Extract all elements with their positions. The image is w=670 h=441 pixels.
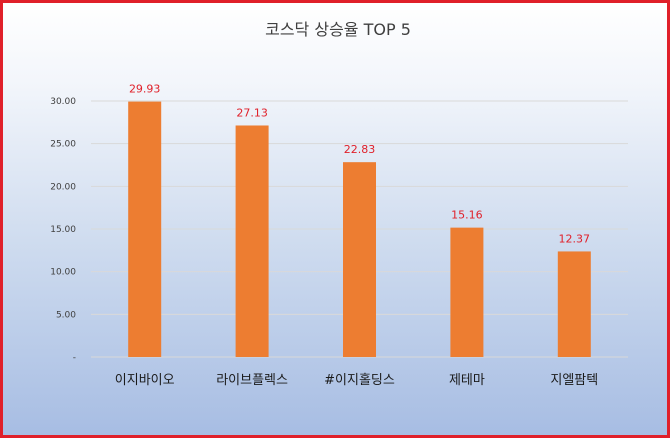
category-label: 라이브플렉스 (216, 373, 288, 388)
bar (235, 125, 269, 358)
y-tick-label: 30.00 (50, 97, 76, 107)
category-label: #이지홀딩스 (324, 373, 395, 388)
y-axis-ticks: - 5.00 10.00 15.00 20.00 25.00 30.00 (50, 97, 76, 363)
value-label: 12.37 (559, 232, 591, 245)
category-labels: 이지바이오 라이브플렉스 #이지홀딩스 제테마 지엘팜텍 (115, 373, 598, 388)
value-label: 22.83 (344, 143, 376, 156)
value-labels: 29.93 27.13 22.83 15.16 12.37 (129, 83, 590, 246)
category-label: 이지바이오 (115, 373, 175, 388)
y-tick-label: 20.00 (50, 182, 76, 192)
bars (128, 101, 591, 358)
value-label: 27.13 (236, 106, 268, 119)
bar-chart: 코스닥 상승율 TOP 5 - 5.00 10.00 15.00 20.00 25.00 3… (50, 20, 628, 388)
y-tick-label: 25.00 (50, 140, 76, 150)
value-label: 15.16 (451, 209, 483, 222)
bar (128, 101, 162, 357)
y-tick-label: 15.00 (50, 225, 76, 235)
bar (450, 227, 484, 357)
bar (343, 162, 376, 357)
y-tick-label: 5.00 (56, 310, 76, 320)
category-label: 지엘팜텍 (550, 373, 598, 388)
value-label: 29.93 (129, 83, 161, 96)
y-tick-label: - (73, 353, 76, 363)
category-label: 제테마 (449, 373, 485, 388)
y-tick-label: 10.00 (50, 268, 76, 278)
bar (557, 251, 591, 357)
chart-title: 코스닥 상승율 TOP 5 (265, 20, 411, 39)
